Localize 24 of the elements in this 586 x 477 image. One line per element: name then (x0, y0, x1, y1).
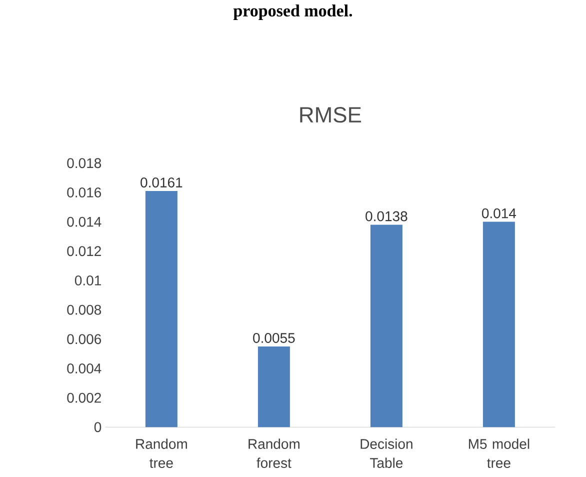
x-tick-label: Random tree (136, 438, 187, 468)
y-tick-label: 0.008 (67, 304, 102, 315)
bar (258, 346, 290, 428)
data-label: 0.0055 (253, 333, 295, 343)
y-tick-label: 0.012 (67, 246, 101, 256)
y-tick-label: 0.002 (67, 392, 101, 403)
y-tick-label: 0.01 (74, 276, 101, 286)
x-tick-label: Decision Table (360, 438, 412, 468)
bar (370, 224, 402, 428)
chart-title: RMSE (300, 107, 362, 123)
y-tick-label: 0.014 (67, 216, 102, 227)
x-tick-label: Random forest (248, 438, 300, 468)
x-tick-label: M5 model tree (468, 438, 530, 468)
y-tick-label: 0.018 (67, 158, 102, 168)
bar (482, 222, 515, 428)
data-label: 0.0138 (366, 211, 408, 222)
data-label: 0.014 (482, 208, 516, 218)
data-label: 0.0161 (140, 178, 182, 188)
y-tick-label: 0.006 (67, 334, 102, 344)
y-tick-label: 0.004 (67, 364, 102, 374)
bar (145, 191, 178, 428)
text: proposed model. (233, 4, 352, 20)
y-tick-label: 0.016 (67, 188, 102, 198)
y-tick-label: 0 (94, 422, 102, 432)
